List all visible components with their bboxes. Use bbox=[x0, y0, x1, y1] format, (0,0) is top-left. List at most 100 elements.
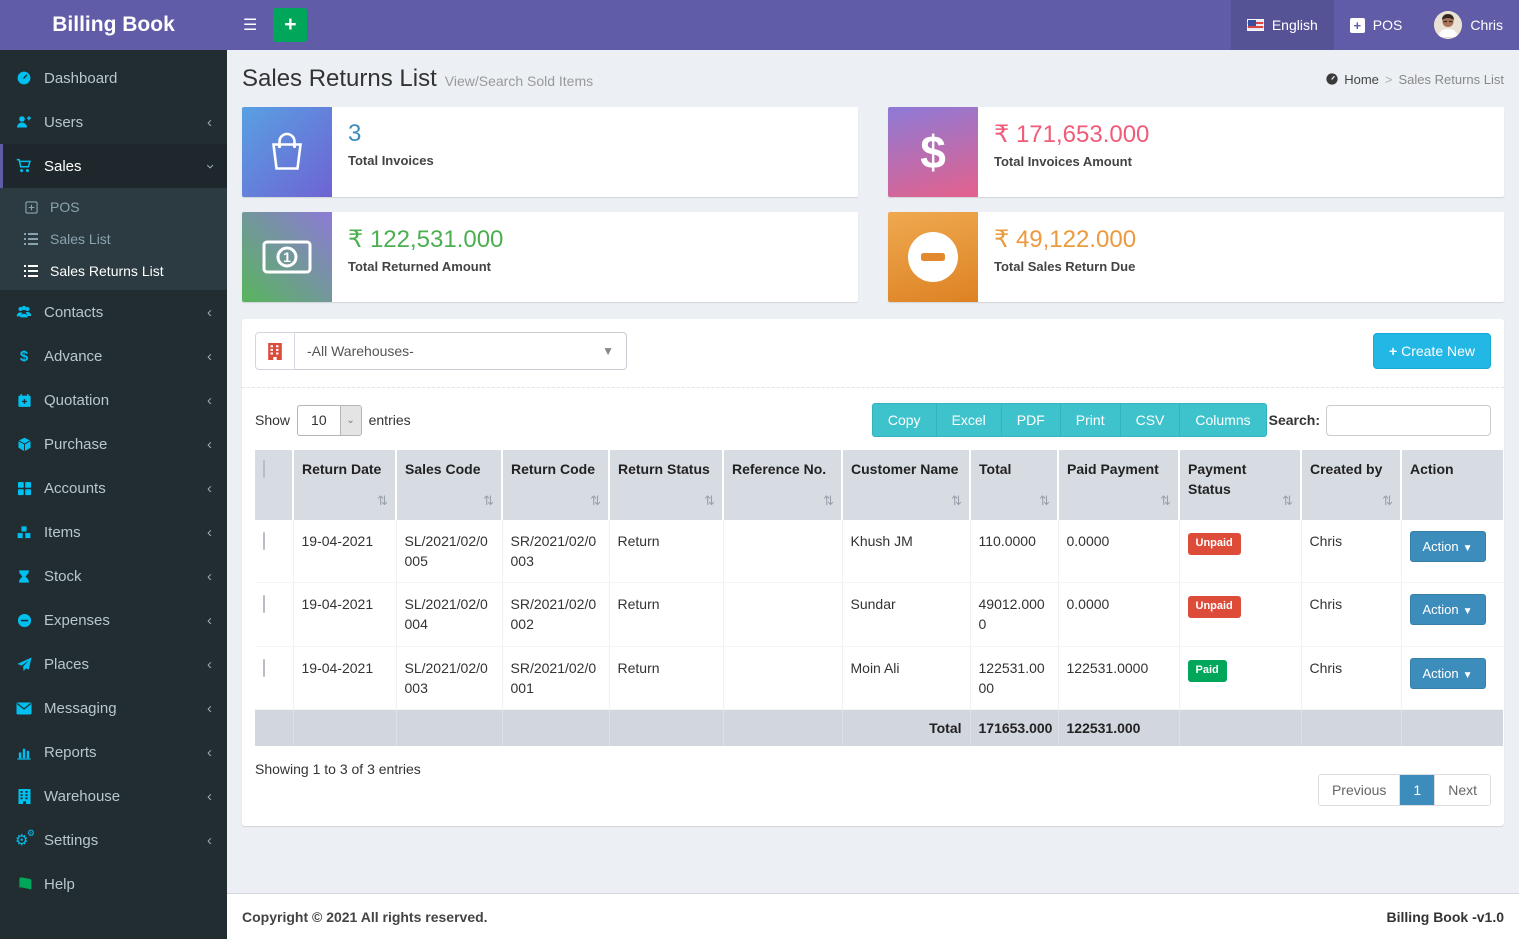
sidebar-item-dashboard[interactable]: Dashboard bbox=[0, 56, 227, 100]
cell-customer: Khush JM bbox=[842, 519, 971, 584]
page-subtitle: View/Search Sold Items bbox=[444, 73, 594, 89]
sidebar-item-messaging[interactable]: Messaging ‹ bbox=[0, 686, 227, 730]
user-menu[interactable]: Chris bbox=[1418, 0, 1519, 50]
sidebar-item-sales[interactable]: Sales ‹ bbox=[0, 144, 227, 188]
caret-down-icon: ▼ bbox=[1462, 669, 1473, 681]
chevron-left-icon: ‹ bbox=[207, 347, 212, 365]
sidebar-item-users[interactable]: Users ‹ bbox=[0, 100, 227, 144]
chevron-left-icon: ‹ bbox=[207, 479, 212, 497]
sort-icon: ⇅ bbox=[704, 492, 715, 508]
cell-select bbox=[255, 646, 294, 711]
sort-icon: ⇅ bbox=[1160, 492, 1171, 508]
sidebar-item-items[interactable]: Items ‹ bbox=[0, 510, 227, 554]
sidebar-item-contacts[interactable]: Contacts ‹ bbox=[0, 290, 227, 334]
sidebar-item-places[interactable]: Places ‹ bbox=[0, 642, 227, 686]
export-print-button[interactable]: Print bbox=[1059, 403, 1120, 437]
sidebar-item-sales-list[interactable]: Sales List bbox=[0, 223, 227, 255]
stat-label: Total Invoices bbox=[348, 153, 434, 168]
column-header-customer-name[interactable]: Customer Name ⇅ bbox=[842, 450, 971, 520]
create-new-button[interactable]: + Create New bbox=[1373, 333, 1491, 369]
column-header-return-code[interactable]: Return Code ⇅ bbox=[502, 450, 610, 520]
column-header-return-date[interactable]: Return Date ⇅ bbox=[293, 450, 397, 520]
bar-chart-icon bbox=[15, 745, 33, 760]
sidebar-item-expenses[interactable]: Expenses ‹ bbox=[0, 598, 227, 642]
sidebar-item-accounts[interactable]: Accounts ‹ bbox=[0, 466, 227, 510]
export-csv-button[interactable]: CSV bbox=[1119, 403, 1180, 437]
chevron-left-icon: ‹ bbox=[207, 743, 212, 761]
row-checkbox[interactable] bbox=[263, 531, 265, 550]
table-body: 19-04-2021 SL/2021/02/0005 SR/2021/02/0003… bbox=[255, 519, 1503, 711]
sidebar-item-advance[interactable]: $ Advance ‹ bbox=[0, 334, 227, 378]
cell-status: Return bbox=[609, 519, 724, 584]
sidebar-item-reports[interactable]: Reports ‹ bbox=[0, 730, 227, 774]
cell-return-code: SR/2021/02/0001 bbox=[502, 646, 610, 711]
pos-link[interactable]: + POS bbox=[1334, 0, 1419, 50]
action-dropdown-button[interactable]: Action ▼ bbox=[1409, 594, 1486, 626]
list-icon bbox=[23, 233, 39, 245]
sidebar-label: Stock bbox=[44, 567, 82, 585]
dollar-icon: $ bbox=[19, 347, 29, 365]
sort-icon: ⇅ bbox=[951, 492, 962, 508]
gears-icon: ⚙ ⚙ bbox=[15, 828, 35, 849]
sidebar-item-help[interactable]: Help bbox=[0, 862, 227, 906]
row-checkbox[interactable] bbox=[263, 595, 265, 614]
sidebar-label: Dashboard bbox=[44, 69, 118, 87]
stat-label: Total Returned Amount bbox=[348, 259, 491, 274]
column-header-payment-status[interactable]: Payment Status ⇅ bbox=[1179, 450, 1302, 520]
sort-icon: ⇅ bbox=[377, 492, 388, 508]
warehouse-select[interactable]: -All Warehouses- ▼ bbox=[295, 332, 627, 370]
chevron-left-icon: ‹ bbox=[207, 655, 212, 673]
language-menu[interactable]: English bbox=[1230, 0, 1334, 50]
search-input[interactable] bbox=[1326, 404, 1491, 436]
column-header-return-status[interactable]: Return Status ⇅ bbox=[609, 450, 724, 520]
cell-created-by: Chris bbox=[1301, 582, 1402, 647]
column-header-created-by[interactable]: Created by ⇅ bbox=[1301, 450, 1402, 520]
row-checkbox[interactable] bbox=[263, 658, 265, 677]
version-text: Billing Book -v1.0 bbox=[1386, 908, 1504, 925]
pagination-page-1[interactable]: 1 bbox=[1400, 774, 1436, 805]
sidebar-item-sales-returns-list[interactable]: Sales Returns List bbox=[0, 255, 227, 287]
column-header-paid-payment[interactable]: Paid Payment ⇅ bbox=[1058, 450, 1180, 520]
pagination-next[interactable]: Next bbox=[1435, 774, 1490, 805]
app-logo[interactable]: Billing Book bbox=[0, 0, 227, 50]
sidebar-item-pos[interactable]: POS bbox=[0, 191, 227, 223]
cell-paid: 0.0000 bbox=[1058, 519, 1180, 584]
search-label: Search: bbox=[1268, 412, 1320, 428]
sidebar-item-stock[interactable]: Stock ‹ bbox=[0, 554, 227, 598]
chevron-left-icon: ‹ bbox=[207, 523, 212, 541]
action-dropdown-button[interactable]: Action ▼ bbox=[1409, 530, 1486, 562]
cell-action: Action ▼ bbox=[1401, 646, 1503, 711]
avatar bbox=[1434, 11, 1463, 39]
column-header-reference-no-[interactable]: Reference No. ⇅ bbox=[723, 450, 843, 520]
column-header-total[interactable]: Total ⇅ bbox=[970, 450, 1059, 520]
action-dropdown-button[interactable]: Action ▼ bbox=[1409, 657, 1486, 689]
export-copy-button[interactable]: Copy bbox=[871, 403, 936, 437]
cell-payment-status: Paid bbox=[1179, 646, 1302, 711]
sort-icon: ⇅ bbox=[823, 492, 834, 508]
select-all-checkbox[interactable] bbox=[263, 460, 265, 478]
chevron-left-icon: ‹ bbox=[207, 567, 212, 585]
export-columns-button[interactable]: Columns bbox=[1179, 403, 1267, 437]
cell-sales-code: SL/2021/02/0005 bbox=[396, 519, 503, 584]
export-excel-button[interactable]: Excel bbox=[935, 403, 1001, 437]
chevron-left-icon: ‹ bbox=[207, 435, 212, 453]
column-header-sales-code[interactable]: Sales Code ⇅ bbox=[396, 450, 503, 520]
chevron-left-icon: ‹ bbox=[207, 303, 212, 321]
export-pdf-button[interactable]: PDF bbox=[1000, 403, 1060, 437]
sidebar-item-settings[interactable]: ⚙ ⚙ Settings ‹ bbox=[0, 818, 227, 862]
stat-value: 3 bbox=[348, 120, 362, 147]
sidebar-item-quotation[interactable]: Quotation ‹ bbox=[0, 378, 227, 422]
stat-value: ₹ 122,531.000 bbox=[348, 226, 504, 253]
sidebar-toggle-icon[interactable]: ☰ bbox=[243, 17, 258, 34]
cell-action: Action ▼ bbox=[1401, 519, 1503, 584]
top-bar: Billing Book ☰ + English + POS bbox=[0, 0, 1519, 50]
pagination-previous[interactable]: Previous bbox=[1318, 774, 1401, 805]
sidebar-item-warehouse[interactable]: Warehouse ‹ bbox=[0, 774, 227, 818]
sidebar-item-purchase[interactable]: Purchase ‹ bbox=[0, 422, 227, 466]
breadcrumb-home-link[interactable]: Home bbox=[1325, 72, 1379, 87]
pagination: Previous 1 Next bbox=[1317, 773, 1491, 806]
quick-add-button[interactable]: + bbox=[273, 8, 308, 42]
cell-created-by: Chris bbox=[1301, 646, 1402, 711]
page-size-select[interactable]: 10 ⌄ bbox=[297, 404, 362, 436]
stat-card-total-invoices: 3 Total Invoices bbox=[242, 107, 858, 197]
